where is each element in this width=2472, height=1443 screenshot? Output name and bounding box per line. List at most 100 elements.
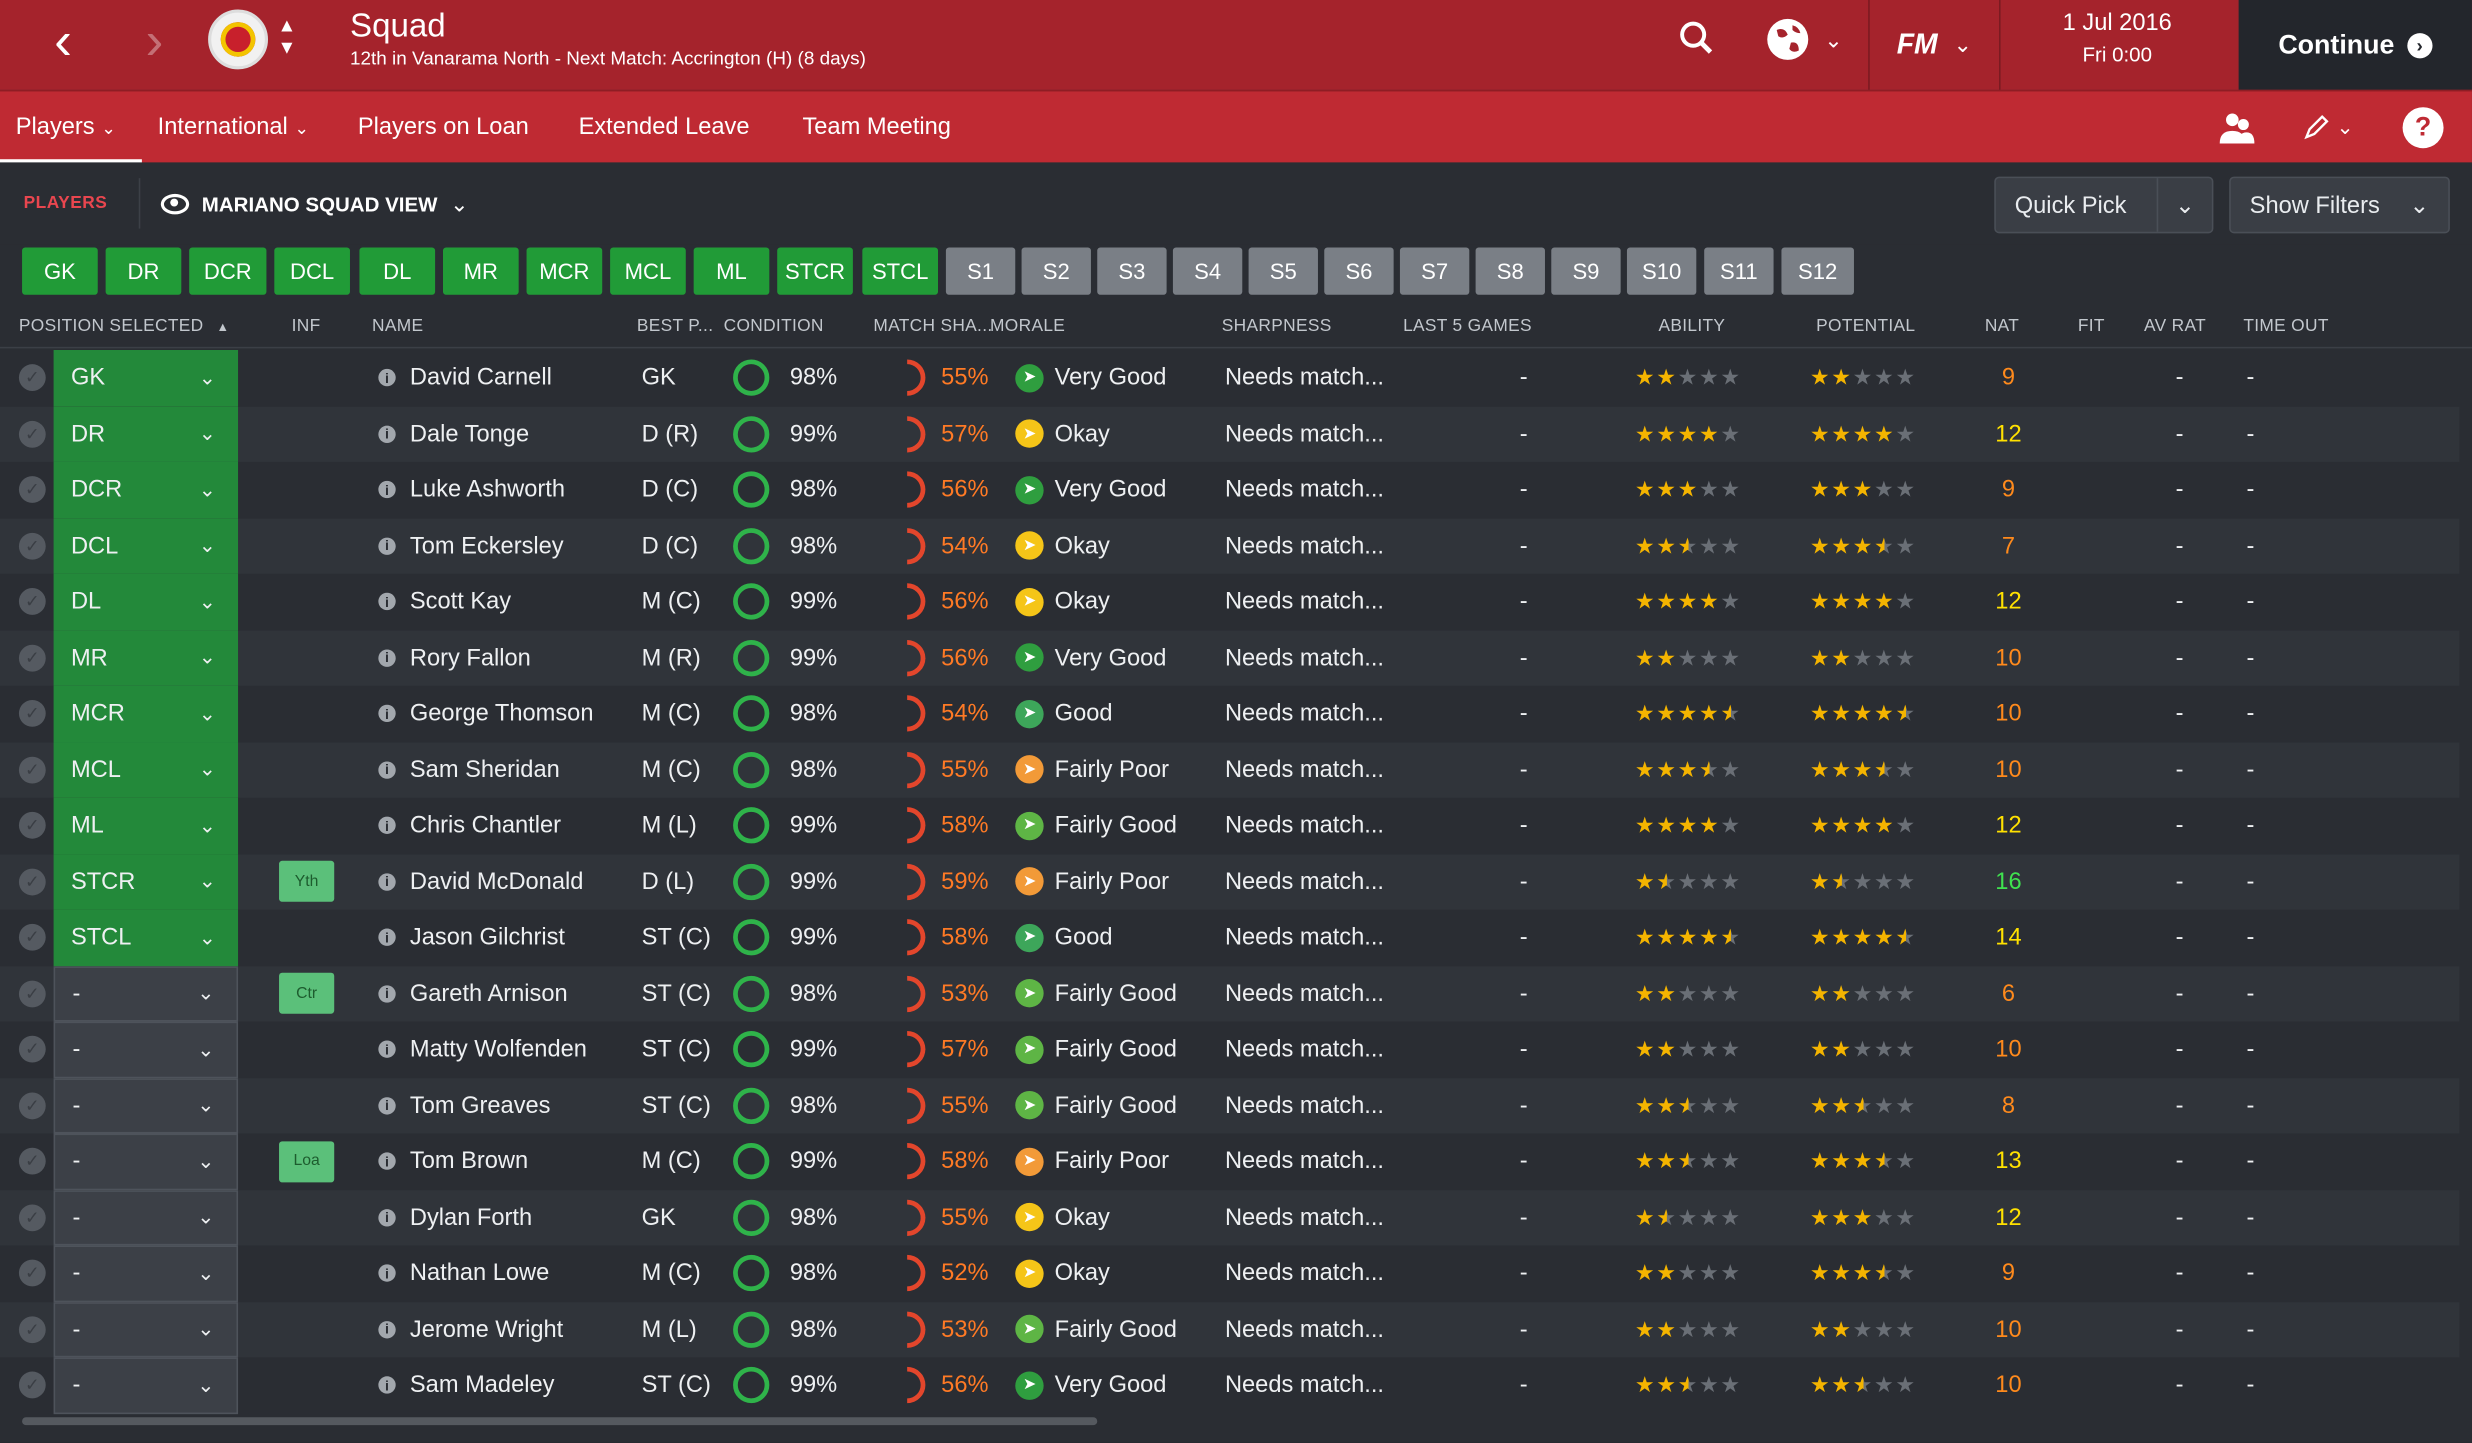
table-row[interactable]: ✓ STCL ⌄ i Jason Gilchrist ST (C) 99% 58% ➤ Good N… (0, 909, 2459, 966)
position-select[interactable]: GK ⌄ (53, 349, 239, 406)
info-icon[interactable]: i (378, 1040, 396, 1059)
position-select[interactable]: MCR ⌄ (53, 685, 239, 742)
position-select[interactable]: STCL ⌄ (53, 909, 239, 966)
show-filters-button[interactable]: Show Filters ⌄ (2229, 176, 2450, 234)
club-crest-icon[interactable] (208, 9, 269, 70)
player-name-cell[interactable]: i Jason Gilchrist (378, 910, 565, 966)
player-name[interactable]: Matty Wolfenden (409, 1036, 587, 1063)
tab-players[interactable]: Players ⌄ (15, 113, 116, 141)
position-select[interactable]: - ⌄ (53, 1077, 239, 1134)
col-match-sharpness[interactable]: MATCH SHA... (873, 316, 993, 336)
player-name[interactable]: Rory Fallon (409, 644, 531, 672)
col-inf[interactable]: INF (291, 316, 321, 336)
player-name-cell[interactable]: i Tom Eckersley (378, 518, 564, 574)
info-badge[interactable]: Yth (279, 861, 335, 903)
table-row[interactable]: ✓ - ⌄ i Sam Madeley ST (C) 99% 56% ➤ Very Good Nee… (0, 1357, 2459, 1414)
player-name[interactable]: David McDonald (409, 868, 584, 896)
info-icon[interactable]: i (378, 425, 396, 443)
info-icon[interactable]: i (378, 481, 396, 499)
player-name[interactable]: Scott Kay (409, 588, 512, 616)
select-checkbox[interactable]: ✓ (18, 630, 47, 686)
position-button-s10[interactable]: S10 (1626, 247, 1697, 295)
people-icon[interactable] (2215, 107, 2259, 148)
position-button-s12[interactable]: S12 (1781, 247, 1854, 295)
select-checkbox[interactable]: ✓ (18, 742, 47, 798)
info-icon[interactable]: i (378, 537, 396, 555)
tab-international[interactable]: International ⌄ (157, 113, 309, 141)
col-time-out[interactable]: TIME OUT (2243, 316, 2329, 336)
select-checkbox[interactable]: ✓ (18, 462, 47, 518)
position-select[interactable]: - ⌄ (53, 1133, 239, 1190)
player-name-cell[interactable]: i Luke Ashworth (378, 462, 565, 518)
position-button-s9[interactable]: S9 (1551, 247, 1621, 295)
player-name-cell[interactable]: i Dylan Forth (378, 1189, 532, 1245)
player-name[interactable]: Dylan Forth (409, 1204, 533, 1231)
player-name[interactable]: Sam Madeley (409, 1371, 555, 1399)
position-select[interactable]: DCL ⌄ (53, 517, 239, 574)
continue-button[interactable]: Continue › (2238, 0, 2472, 90)
select-checkbox[interactable]: ✓ (18, 966, 47, 1022)
select-checkbox[interactable]: ✓ (18, 350, 47, 406)
position-button-s3[interactable]: S3 (1097, 247, 1167, 295)
info-icon[interactable]: i (378, 817, 396, 835)
col-name[interactable]: NAME (372, 316, 424, 336)
position-button-dcl[interactable]: DCL (274, 247, 350, 295)
fm-menu-button[interactable]: FM ⌄ (1868, 0, 2001, 90)
position-button-s5[interactable]: S5 (1248, 247, 1318, 295)
info-icon[interactable]: i (378, 1320, 396, 1339)
col-last-5-games[interactable]: LAST 5 GAMES (1403, 316, 1532, 336)
horizontal-scrollbar[interactable] (22, 1417, 1098, 1426)
table-row[interactable]: ✓ ML ⌄ i Chris Chantler M (L) 99% 58% ➤ Fairly Go… (0, 797, 2459, 854)
player-name-cell[interactable]: i Chris Chantler (378, 798, 561, 854)
player-name[interactable]: David Carnell (409, 364, 552, 392)
table-row[interactable]: ✓ DL ⌄ i Scott Kay M (C) 99% 56% ➤ Okay Needs matc… (0, 573, 2459, 630)
player-name[interactable]: Tom Eckersley (409, 532, 564, 560)
player-name[interactable]: Nathan Lowe (409, 1260, 550, 1287)
info-badge[interactable]: Loa (279, 1140, 335, 1182)
quick-pick-button[interactable]: Quick Pick ⌄ (1994, 176, 2214, 234)
info-icon[interactable]: i (378, 1152, 396, 1171)
player-name-cell[interactable]: i Dale Tonge (378, 406, 529, 462)
player-name[interactable]: Sam Sheridan (409, 756, 560, 784)
tab-extended-leave[interactable]: Extended Leave (578, 113, 750, 141)
player-name[interactable]: Gareth Arnison (409, 980, 568, 1007)
tab-players-on-loan[interactable]: Players on Loan (357, 113, 529, 141)
table-row[interactable]: ✓ - ⌄ i Tom Greaves ST (C) 98% 55% ➤ Fairly Good N… (0, 1077, 2460, 1134)
player-name[interactable]: Tom Brown (409, 1148, 529, 1175)
player-name[interactable]: Tom Greaves (409, 1092, 551, 1119)
player-name-cell[interactable]: i Sam Sheridan (378, 742, 560, 798)
back-arrow-icon[interactable]: ‹ (54, 10, 72, 71)
col-sharpness[interactable]: SHARPNESS (1221, 316, 1332, 336)
position-button-s6[interactable]: S6 (1324, 247, 1394, 295)
position-select[interactable]: MCL ⌄ (53, 741, 239, 798)
info-icon[interactable]: i (378, 761, 396, 779)
info-icon[interactable]: i (378, 1208, 396, 1227)
player-name-cell[interactable]: i Tom Brown (378, 1134, 528, 1190)
select-checkbox[interactable]: ✓ (18, 798, 47, 854)
player-name-cell[interactable]: i Nathan Lowe (378, 1245, 549, 1301)
table-row[interactable]: ✓ DR ⌄ i Dale Tonge D (R) 99% 57% ➤ Okay Needs mat… (0, 405, 2460, 462)
position-button-mcl[interactable]: MCL (610, 247, 686, 295)
info-icon[interactable]: i (378, 369, 396, 387)
position-select[interactable]: STCR ⌄ (53, 853, 239, 910)
select-checkbox[interactable]: ✓ (18, 910, 47, 966)
position-select[interactable]: - ⌄ (53, 1021, 239, 1078)
club-switch-icon[interactable]: ▲ ▼ (277, 14, 297, 59)
col-morale[interactable]: MORALE (990, 316, 1066, 336)
globe-menu-icon[interactable]: ⌄ (1759, 14, 1847, 64)
position-button-s7[interactable]: S7 (1399, 247, 1470, 295)
col-condition[interactable]: CONDITION (723, 316, 824, 336)
col-fit[interactable]: FIT (2077, 316, 2105, 336)
position-button-s4[interactable]: S4 (1172, 247, 1243, 295)
view-selector[interactable]: MARIANO SQUAD VIEW ⌄ (160, 191, 469, 218)
select-checkbox[interactable]: ✓ (18, 1022, 47, 1078)
select-checkbox[interactable]: ✓ (18, 1078, 47, 1134)
table-row[interactable]: ✓ MR ⌄ i Rory Fallon M (R) 99% 56% ➤ Very Good Nee… (0, 629, 2460, 686)
player-name[interactable]: Dale Tonge (409, 420, 530, 448)
position-button-dcr[interactable]: DCR (189, 247, 267, 295)
select-checkbox[interactable]: ✓ (18, 1245, 47, 1301)
col-potential[interactable]: POTENTIAL (1816, 316, 1916, 336)
table-row[interactable]: ✓ DCL ⌄ i Tom Eckersley D (C) 98% 54% ➤ Okay Needs… (0, 517, 2460, 574)
forward-arrow-icon[interactable]: › (145, 10, 164, 71)
position-select[interactable]: ML ⌄ (53, 797, 239, 854)
